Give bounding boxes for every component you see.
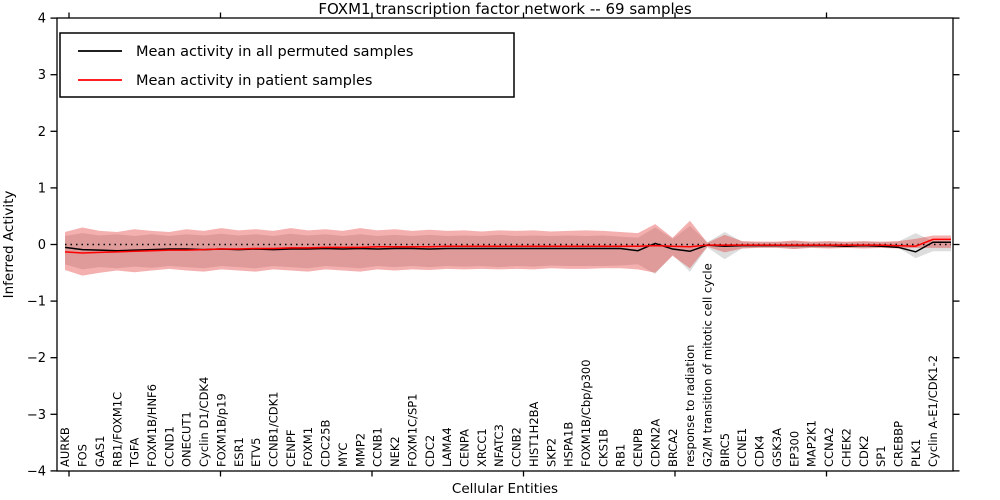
y-tick-label: 0 (38, 238, 46, 253)
x-tick-label: HIST1H2BA (527, 401, 541, 467)
x-tick-label: CCNB2 (510, 427, 524, 467)
permuted-range-band (65, 225, 951, 274)
x-tick-label: CREBBP (891, 421, 905, 467)
y-tick-label: 1 (38, 181, 46, 196)
x-tick-label: LAMA4 (440, 427, 454, 467)
x-tick-label: BIRC5 (718, 433, 732, 467)
y-tick-label: 4 (38, 12, 46, 27)
series-layer (64, 238, 951, 254)
x-tick-label: MYC (336, 443, 350, 467)
x-tick-label: ESR1 (232, 437, 246, 467)
x-tick-label: CDKN2A (648, 419, 662, 467)
y-tick-label: −3 (27, 408, 46, 423)
x-tick-label: CENPF (284, 430, 298, 467)
x-tick-label: NEK2 (388, 436, 402, 467)
x-tick-label: HSPA1B (562, 422, 576, 467)
y-tick-label: −4 (27, 464, 46, 479)
x-tick-label: response to radiation (683, 345, 697, 467)
x-tick-label: FOXM1 (301, 427, 315, 467)
x-tick-label: CCND1 (162, 426, 176, 467)
x-tick-label: CDC25B (319, 419, 333, 467)
x-axis-label: Cellular Entities (452, 481, 558, 497)
x-tick-label: EP300 (787, 431, 801, 467)
x-tick-label: G2/M transition of mitotic cell cycle (701, 263, 715, 467)
x-tick-label: CENPB (631, 428, 645, 467)
x-tick-label: CENPA (457, 429, 471, 467)
x-tick-label: XRCC1 (475, 428, 489, 467)
x-tick-label: GAS1 (93, 436, 107, 467)
x-tick-label: SP1 (874, 445, 888, 467)
x-tick-label: BRCA2 (666, 428, 680, 467)
x-tick-label: PLK1 (909, 439, 923, 467)
legend-border (59, 32, 515, 98)
x-tick-label: CKS1B (596, 429, 610, 467)
x-tick-label: CHEK2 (839, 428, 853, 467)
legend-label-patient: Mean activity in patient samples (136, 73, 372, 89)
x-tick-label: SKP2 (544, 438, 558, 467)
x-tick-label: FOXM1B/Cbp/p300 (579, 359, 593, 467)
y-axis-label: Inferred Activity (1, 191, 17, 299)
x-tick-label: CDC2 (423, 435, 437, 467)
y-tick-label: 3 (38, 68, 46, 83)
xtick-label-layer: AURKB FOS GAS1 RB1/FOXM1C TGFA FOXM1B/HNF6 CCN… (58, 263, 940, 468)
x-tick-label: FOS (76, 444, 90, 467)
x-tick-label: Cyclin D1/CDK4 (197, 377, 211, 467)
x-tick-label: ETV5 (249, 438, 263, 467)
x-tick-label: FOXM1B/p19 (214, 393, 228, 467)
x-tick-label: MMP2 (353, 433, 367, 467)
x-tick-label: FOXM1B/HNF6 (145, 384, 159, 467)
x-tick-label: NFATC3 (492, 424, 506, 467)
x-tick-label: Cyclin A-E1/CDK1-2 (926, 355, 940, 467)
x-tick-label: FOXM1C/SP1 (405, 393, 419, 467)
x-tick-label: MAP2K1 (805, 420, 819, 467)
x-tick-label: CCNB1/CDK1 (267, 392, 281, 468)
y-tick-label: −2 (27, 351, 46, 366)
x-tick-label: TGFA (128, 438, 142, 468)
legend-box: Mean activity in all permuted samples Me… (59, 32, 515, 98)
x-tick-label: CCNB1 (371, 427, 385, 467)
y-tick-label: 2 (38, 125, 46, 140)
tick-layer (50, 12, 960, 477)
ytick-label-layer: 4 3 2 1 0 −1 −2 −3 −4 (27, 12, 46, 480)
x-tick-label: CCNE1 (735, 428, 749, 467)
y-tick-label: −1 (27, 295, 46, 310)
x-tick-label: RB1/FOXM1C (110, 392, 124, 467)
patient-mean-line (64, 238, 951, 254)
x-tick-label: CDK4 (753, 435, 767, 467)
chart-title: FOXM1 transcription factor network -- 69… (318, 0, 692, 18)
legend-label-permuted: Mean activity in all permuted samples (136, 44, 413, 60)
x-tick-label: AURKB (58, 427, 72, 467)
x-tick-label: CDK2 (857, 435, 871, 467)
x-tick-label: RB1 (614, 444, 628, 467)
x-tick-label: ONECUT1 (180, 411, 194, 467)
x-tick-label: CCNA2 (822, 427, 836, 467)
x-tick-label: GSK3A (770, 428, 784, 467)
